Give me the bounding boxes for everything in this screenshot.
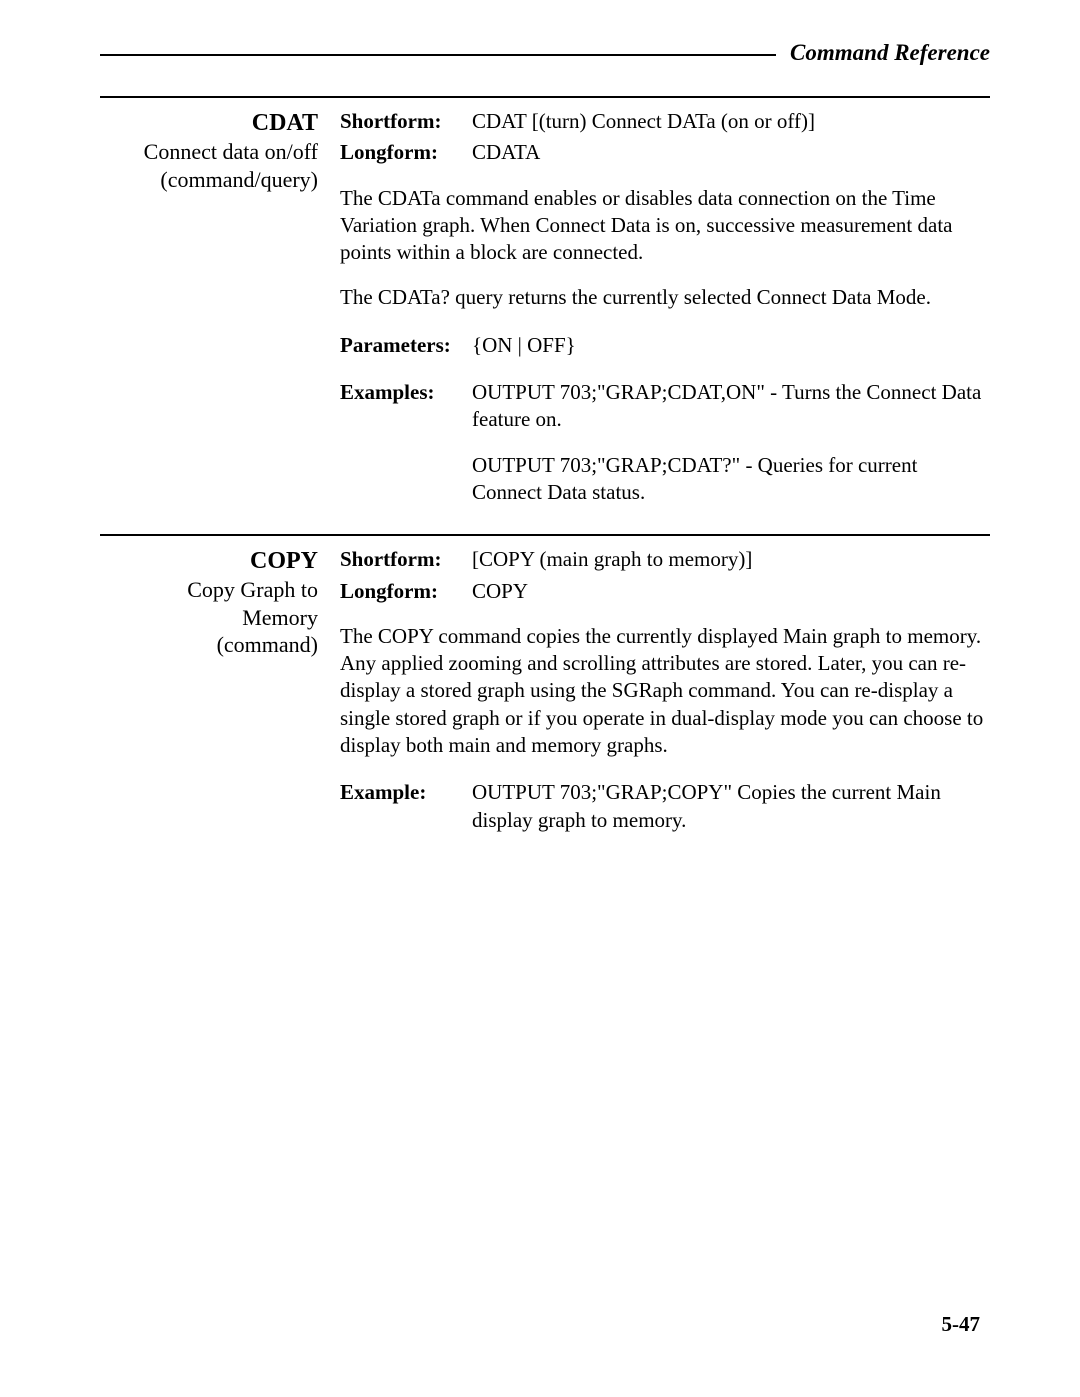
example-text: OUTPUT 703;"GRAP;CDAT,ON" - Turns the Co… — [472, 379, 990, 434]
page-number: 5-47 — [942, 1312, 981, 1337]
shortform-value: [COPY (main graph to memory)] — [472, 546, 990, 573]
entry-left: CDAT Connect data on/off (command/query) — [100, 108, 340, 506]
examples-block: Examples: OUTPUT 703;"GRAP;CDAT,ON" - Tu… — [340, 379, 990, 506]
longform-value: CDATA — [472, 139, 990, 166]
entry-subtitle: Connect data on/off — [100, 138, 318, 166]
parameters-value: {ON | OFF} — [472, 332, 990, 359]
examples-label: Examples: — [340, 379, 472, 434]
page: Command Reference CDAT Connect data on/o… — [0, 0, 1080, 1397]
parameters-label: Parameters: — [340, 332, 472, 359]
description-paragraph: The CDATa command enables or disables da… — [340, 185, 990, 267]
example-text: OUTPUT 703;"GRAP;CDAT?" - Queries for cu… — [472, 452, 990, 507]
longform-label: Longform: — [340, 139, 472, 166]
shortform-value: CDAT [(turn) Connect DATa (on or off)] — [472, 108, 990, 135]
examples-label: Example: — [340, 779, 472, 834]
entry-title: CDAT — [100, 108, 318, 138]
entry-title: COPY — [100, 546, 318, 576]
header-title: Command Reference — [790, 40, 990, 66]
entry-left: COPY Copy Graph to Memory (command) — [100, 546, 340, 834]
longform-label: Longform: — [340, 578, 472, 605]
longform-value: COPY — [472, 578, 990, 605]
parameters-row: Parameters: {ON | OFF} — [340, 332, 990, 359]
entry-subtitle: Copy Graph to — [100, 576, 318, 604]
shortform-label: Shortform: — [340, 546, 472, 573]
entry-right: Shortform: [COPY (main graph to memory)]… — [340, 546, 990, 834]
longform-row: Longform: CDATA — [340, 139, 990, 166]
example-text: OUTPUT 703;"GRAP;COPY" Copies the curren… — [472, 779, 990, 834]
shortform-row: Shortform: CDAT [(turn) Connect DATa (on… — [340, 108, 990, 135]
command-entry-copy: COPY Copy Graph to Memory (command) Shor… — [100, 534, 990, 834]
entry-subtitle: (command) — [100, 631, 318, 659]
longform-row: Longform: COPY — [340, 578, 990, 605]
shortform-row: Shortform: [COPY (main graph to memory)] — [340, 546, 990, 573]
description-paragraph: The COPY command copies the currently di… — [340, 623, 990, 759]
command-entry-cdat: CDAT Connect data on/off (command/query)… — [100, 96, 990, 506]
header-rule — [100, 54, 776, 56]
entry-subtitle: (command/query) — [100, 166, 318, 194]
description-paragraph: The CDATa? query returns the currently s… — [340, 284, 990, 311]
entry-right: Shortform: CDAT [(turn) Connect DATa (on… — [340, 108, 990, 506]
page-header: Command Reference — [100, 40, 990, 66]
examples-block: Example: OUTPUT 703;"GRAP;COPY" Copies t… — [340, 779, 990, 834]
shortform-label: Shortform: — [340, 108, 472, 135]
entry-subtitle: Memory — [100, 604, 318, 632]
